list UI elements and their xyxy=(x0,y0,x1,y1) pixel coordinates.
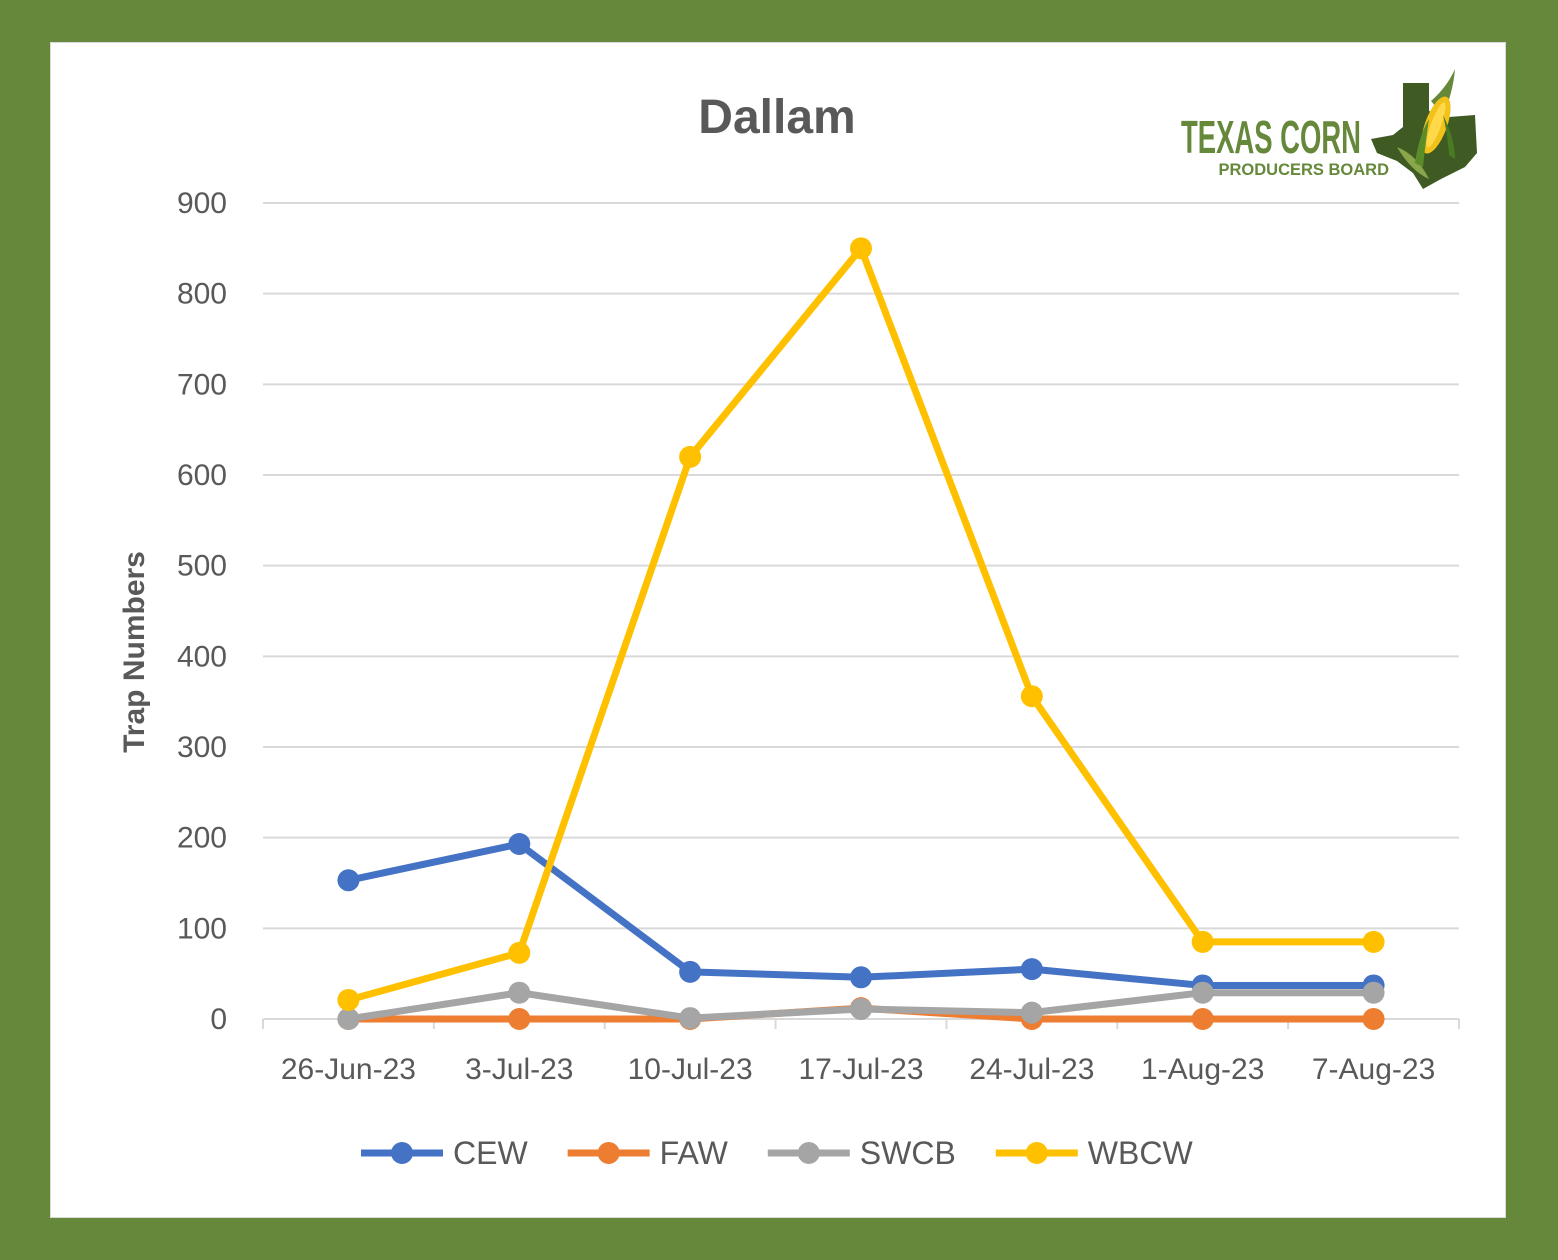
data-point-cew xyxy=(337,869,360,892)
series-line-wbcw xyxy=(344,244,1378,1004)
series-swcb xyxy=(337,981,1385,1030)
data-point-swcb xyxy=(1191,981,1214,1004)
y-tick-label: 200 xyxy=(177,822,227,855)
legend-item-cew: CEW xyxy=(361,1135,528,1171)
y-tick-label: 600 xyxy=(177,459,227,492)
legend-label-wbcw: WBCW xyxy=(1088,1135,1194,1171)
corn-cob-icon xyxy=(1415,96,1455,167)
data-point-wbcw xyxy=(508,941,531,964)
legend-marker-faw xyxy=(597,1142,620,1164)
data-point-faw xyxy=(1191,1008,1214,1030)
data-point-swcb xyxy=(850,998,872,1021)
y-tick-label: 0 xyxy=(210,1003,227,1036)
data-point-faw xyxy=(1362,1008,1385,1030)
y-tick-label: 700 xyxy=(177,368,227,401)
texas-corn-logo: TEXAS CORN PRODUCERS BOARD xyxy=(1181,69,1477,189)
legend-item-wbcw: WBCW xyxy=(995,1135,1194,1171)
x-tick-label: 26-Jun-23 xyxy=(281,1053,416,1086)
legend-item-faw: FAW xyxy=(567,1135,729,1171)
data-point-wbcw xyxy=(1191,930,1214,953)
series-cew xyxy=(337,833,1385,997)
data-point-wbcw xyxy=(679,445,702,468)
chart-title: Dallam xyxy=(698,91,855,144)
y-tick-label: 500 xyxy=(177,550,227,583)
data-point-cew xyxy=(1020,958,1043,981)
x-tick-label: 24-Jul-23 xyxy=(969,1053,1094,1086)
data-point-cew xyxy=(679,960,702,983)
x-tick-label: 7-Aug-23 xyxy=(1312,1053,1435,1086)
chart-card: Dallam TEXAS CORN PRODUCERS BOARD 0 100 20… xyxy=(50,42,1506,1218)
x-tick-label: 3-Jul-23 xyxy=(465,1053,573,1086)
gridlines xyxy=(263,202,1459,930)
series-line-cew xyxy=(344,840,1378,989)
data-point-wbcw xyxy=(1020,685,1043,708)
data-point-wbcw xyxy=(337,988,360,1011)
logo-line2: PRODUCERS BOARD xyxy=(1218,161,1389,179)
legend-label-cew: CEW xyxy=(453,1135,528,1171)
y-tick-label: 900 xyxy=(177,187,227,220)
x-tick-labels: 26-Jun-23 3-Jul-23 10-Jul-23 17-Jul-23 24-Ju… xyxy=(281,1053,1435,1086)
chart: Dallam TEXAS CORN PRODUCERS BOARD 0 100 20… xyxy=(118,69,1477,1171)
series-lines xyxy=(337,237,1385,1030)
legend-label-faw: FAW xyxy=(660,1135,729,1171)
data-point-swcb xyxy=(1362,981,1385,1004)
legend-item-swcb: SWCB xyxy=(767,1135,956,1171)
x-tick-label: 17-Jul-23 xyxy=(798,1053,923,1086)
data-point-cew xyxy=(508,833,531,856)
x-tick-label: 10-Jul-23 xyxy=(628,1053,753,1086)
y-tick-label: 800 xyxy=(177,278,227,311)
data-point-swcb xyxy=(337,1008,360,1030)
data-point-wbcw xyxy=(1362,930,1385,953)
data-point-swcb xyxy=(508,981,531,1004)
legend-marker-wbcw xyxy=(1025,1142,1048,1164)
y-tick-label: 400 xyxy=(177,640,227,673)
data-point-swcb xyxy=(679,1007,702,1030)
legend-marker-cew xyxy=(391,1142,413,1164)
y-tick-label: 100 xyxy=(177,912,227,945)
y-tick-label: 300 xyxy=(177,731,227,764)
data-point-faw xyxy=(508,1008,531,1030)
y-axis-title: Trap Numbers xyxy=(118,551,151,753)
legend: CEW FAW SWCB WBCW xyxy=(361,1135,1193,1171)
data-point-swcb xyxy=(1020,1001,1043,1024)
data-point-wbcw xyxy=(850,237,872,260)
legend-label-swcb: SWCB xyxy=(860,1135,956,1171)
y-tick-labels: 0 100 200 300 400 500 600 700 800 900 xyxy=(177,187,227,1036)
legend-marker-swcb xyxy=(797,1142,820,1164)
logo-line1: TEXAS CORN xyxy=(1181,111,1361,163)
x-tick-label: 1-Aug-23 xyxy=(1141,1053,1264,1086)
data-point-cew xyxy=(850,966,872,989)
series-wbcw xyxy=(337,237,1385,1011)
